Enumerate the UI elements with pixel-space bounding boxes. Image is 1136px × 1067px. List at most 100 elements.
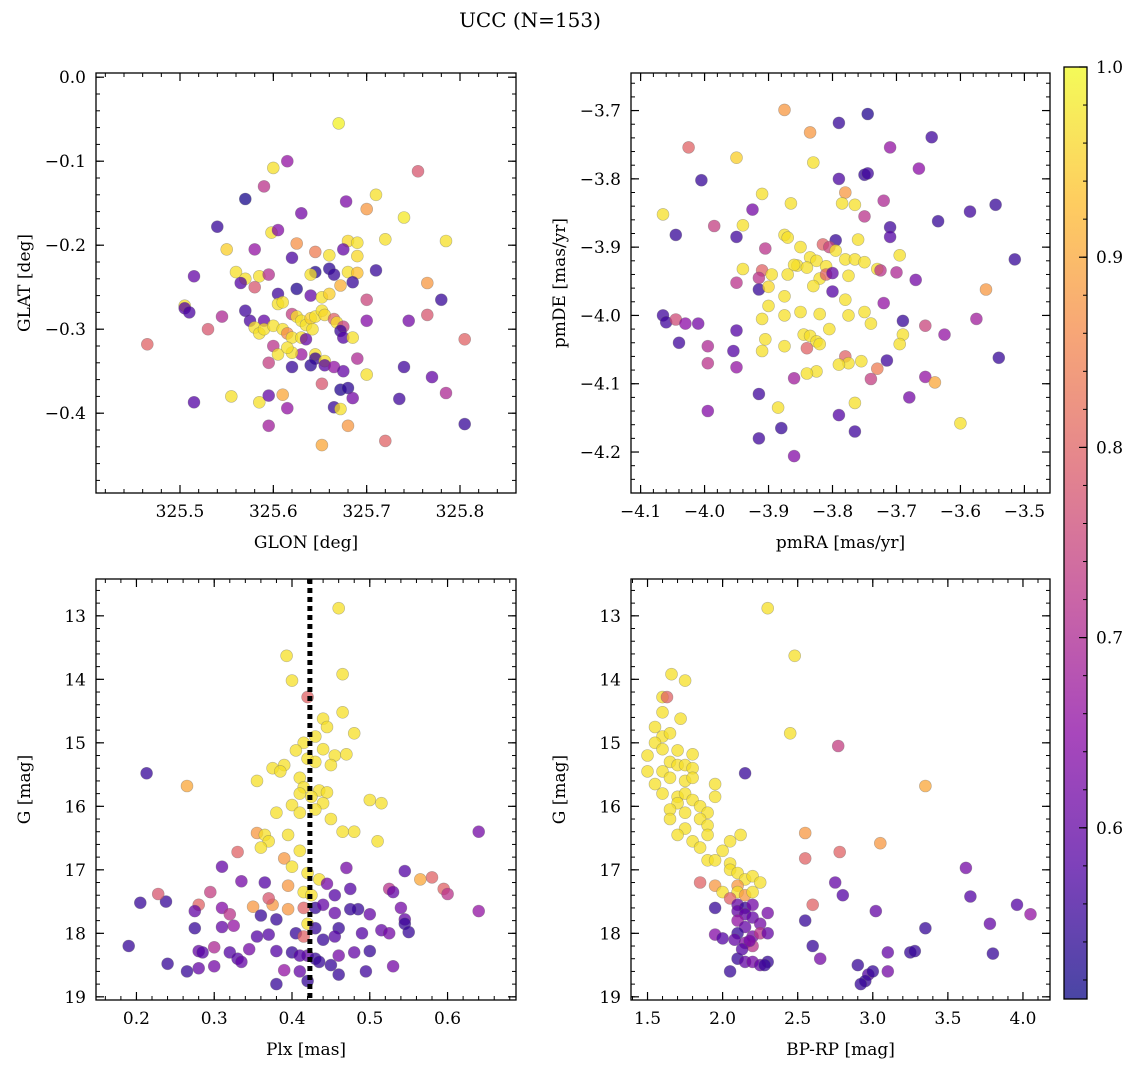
- scatter-point: [832, 408, 846, 422]
- scatter-point: [276, 388, 290, 402]
- scatter-point: [762, 280, 775, 294]
- scatter-point: [781, 268, 795, 281]
- scatter-point: [663, 771, 677, 785]
- scatter-point: [420, 276, 434, 290]
- scatter-point: [656, 208, 670, 221]
- scatter-point: [134, 896, 147, 910]
- colorbar-tick-label: 1.0: [1096, 58, 1123, 78]
- scatter-point: [204, 885, 217, 899]
- scatter-point: [806, 898, 820, 912]
- scatter-point: [281, 902, 295, 916]
- y-tick-label: −0.4: [45, 404, 86, 424]
- y-tick-label: 18: [64, 924, 86, 944]
- scatter-point: [838, 186, 852, 199]
- scatter-point: [413, 873, 427, 886]
- scatter-point: [425, 370, 439, 384]
- scatter-point: [835, 197, 849, 210]
- scatter-point: [285, 251, 299, 265]
- scatter-point: [343, 902, 357, 916]
- scatter-points: [141, 117, 472, 452]
- scatter-points: [122, 579, 486, 1000]
- colorbar-tick-label: 0.7: [1096, 629, 1123, 649]
- scatter-point: [281, 828, 295, 842]
- y-tick-label: −4.2: [580, 443, 621, 463]
- scatter-point: [355, 926, 369, 940]
- scatter-point: [289, 744, 303, 757]
- scatter-point: [360, 293, 374, 307]
- scatter-point: [397, 360, 411, 374]
- scatter-point: [784, 197, 798, 210]
- scatter-point: [334, 279, 347, 292]
- scatter-point: [220, 243, 233, 256]
- scatter-point: [736, 262, 750, 276]
- scatter-point: [215, 860, 229, 874]
- scatter-point: [392, 392, 406, 406]
- scatter-point: [671, 744, 684, 757]
- scatter-point: [758, 332, 772, 346]
- scatter-point: [893, 337, 907, 351]
- scatter-point: [881, 965, 895, 978]
- scatter-point: [778, 339, 791, 353]
- scatter-point: [360, 202, 374, 216]
- scatter-point: [273, 765, 287, 778]
- scatter-point: [822, 322, 836, 336]
- scatter-point: [831, 739, 845, 753]
- scatter-point: [755, 344, 769, 358]
- scatter-point: [663, 812, 677, 826]
- x-tick-label: 0.5: [356, 1009, 383, 1029]
- scatter-point: [439, 386, 453, 400]
- scatter-point: [813, 337, 827, 351]
- scatter-point: [316, 898, 330, 912]
- axes-frame: [95, 578, 517, 1001]
- scatter-point: [231, 845, 244, 859]
- scatter-point: [306, 322, 319, 336]
- scatter-point: [347, 825, 361, 839]
- scatter-point: [297, 930, 311, 943]
- scatter-point: [752, 432, 766, 445]
- scatter-point: [320, 720, 334, 734]
- axes-frame: [630, 578, 1051, 1001]
- scatter-point: [215, 920, 229, 934]
- scatter-point: [918, 319, 932, 333]
- scatter-point: [378, 434, 392, 448]
- scatter-point: [254, 909, 268, 922]
- scatter-point: [159, 895, 173, 908]
- scatter-point: [746, 203, 759, 216]
- scatter-point: [285, 674, 299, 687]
- scatter-point: [223, 907, 237, 921]
- y-axis-label: GLAT [deg]: [15, 234, 35, 332]
- scatter-point: [829, 244, 843, 257]
- scatter-point: [320, 786, 334, 799]
- scatter-point: [316, 742, 330, 756]
- scatter-point: [472, 904, 486, 918]
- scatter-point: [458, 332, 472, 346]
- y-axis-label: pmDE [mas/yr]: [550, 218, 570, 348]
- scatter-point: [315, 438, 329, 452]
- scatter-point: [836, 888, 850, 902]
- scatter-point: [730, 151, 743, 164]
- scatter-point: [774, 421, 788, 435]
- scatter-point: [954, 416, 967, 430]
- scatter-point: [262, 389, 276, 402]
- scatter-point: [201, 322, 215, 336]
- scatter-point: [227, 919, 240, 933]
- scatter-point: [312, 955, 326, 969]
- scatter-point: [798, 852, 812, 865]
- scatter-point: [458, 417, 472, 431]
- scatter-point: [304, 268, 318, 281]
- scatter-point: [411, 165, 425, 178]
- colorbar-tick-label: 0.6: [1096, 819, 1123, 839]
- scatter-point: [363, 944, 377, 958]
- scatter-point: [896, 314, 910, 328]
- scatter-point: [877, 296, 891, 310]
- scatter-point: [893, 249, 907, 262]
- scatter-point: [881, 946, 895, 959]
- scatter-point: [425, 871, 439, 884]
- scatter-point: [851, 958, 865, 972]
- scatter-point: [1010, 898, 1024, 912]
- scatter-point: [660, 690, 674, 704]
- scatter-point: [398, 864, 412, 878]
- scatter-point: [402, 314, 416, 328]
- scatter-point: [346, 391, 360, 405]
- scatter-point: [864, 372, 878, 386]
